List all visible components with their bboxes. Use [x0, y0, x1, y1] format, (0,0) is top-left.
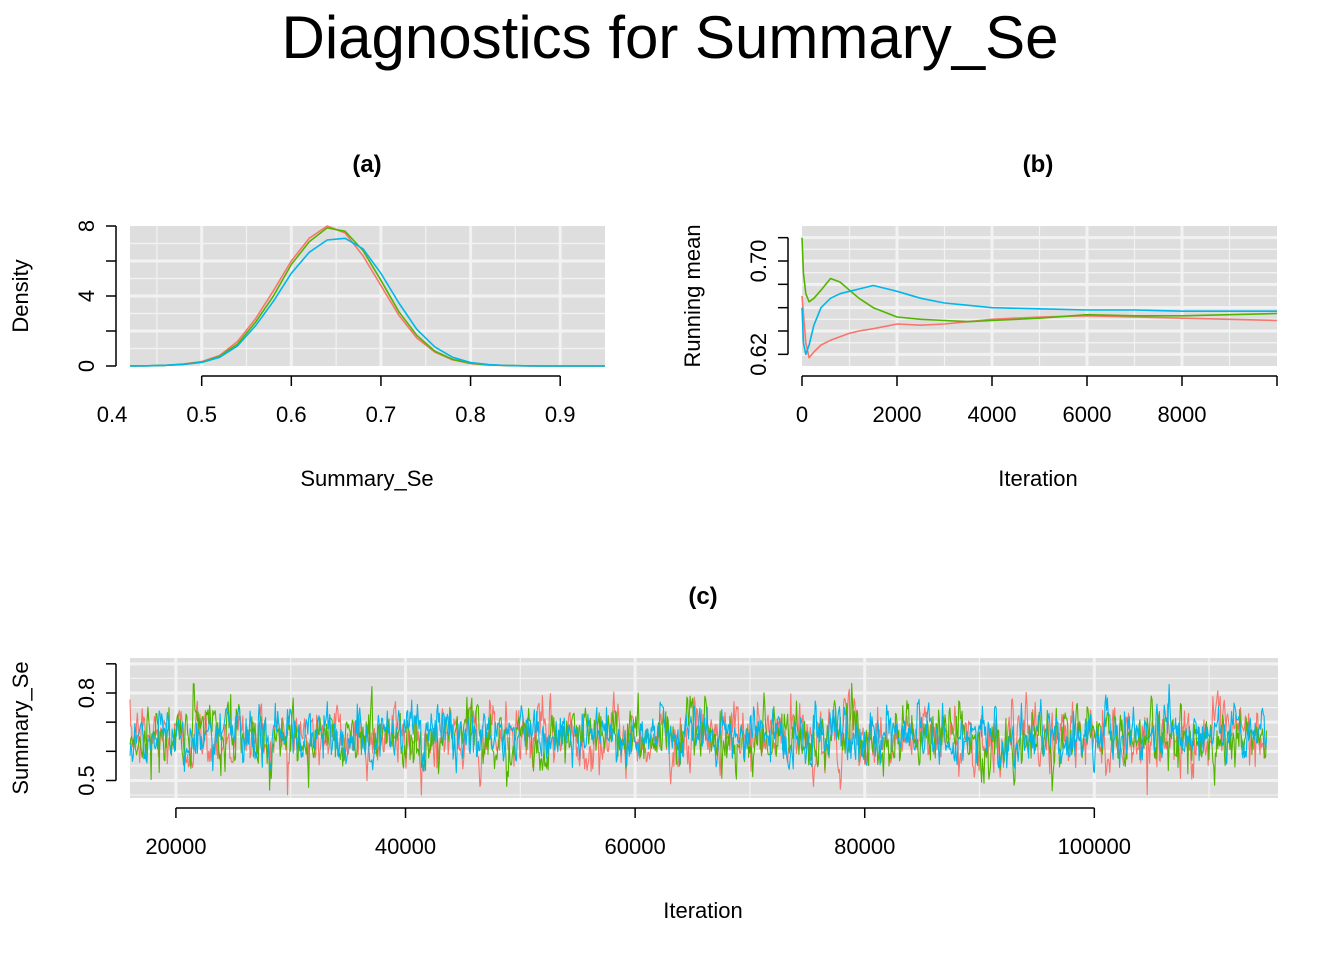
y-tick-label: 8: [74, 220, 99, 232]
x-tick-label: 0.4: [97, 402, 128, 427]
x-tick-label: 4000: [968, 402, 1017, 427]
panel-a-title: (a): [352, 151, 381, 178]
running-mean-line-chain-2: [801, 237, 1278, 323]
y-tick-label: 0: [74, 360, 99, 372]
panel-b-title: (b): [1023, 151, 1054, 178]
x-tick-label: 0.7: [366, 402, 397, 427]
panel-b-running-mean-lines: [801, 237, 1278, 359]
x-tick-label: 0.6: [276, 402, 307, 427]
panel-c: (c) 20000 40000 60000 80000 100000 0.5 0.8 Ite…: [8, 583, 1278, 923]
y-tick-label: 0.70: [746, 240, 771, 283]
x-tick-label: 40000: [375, 834, 436, 859]
y-tick-label: 0.8: [74, 678, 99, 709]
panel-b: (b) 0 2000 4000 6000 80000.620.70 Iteration …: [680, 151, 1278, 491]
x-tick-label: 100000: [1058, 834, 1131, 859]
panel-c-xlabel: Iteration: [663, 898, 743, 923]
panel-a-xlabel: Summary_Se: [300, 466, 433, 491]
density-line-chain-3: [129, 237, 605, 367]
x-tick-label: 60000: [605, 834, 666, 859]
panel-a: (a) 0.4 0.5 0.6 0.7 0.8 0.9 0 4 8 Summary_Se Den…: [8, 151, 605, 491]
y-tick-label: 0.62: [746, 333, 771, 376]
panel-a-ylabel: Density: [8, 259, 33, 332]
panel-c-title: (c): [688, 583, 717, 610]
panel-c-axes: 20000 40000 60000 80000 100000 0.5 0.8: [74, 663, 1131, 859]
panel-a-grid: [130, 226, 605, 366]
running-mean-line-chain-3: [801, 284, 1277, 356]
y-tick-label: 0.5: [74, 765, 99, 796]
panel-b-xlabel: Iteration: [998, 466, 1078, 491]
panel-a-axes: 0.4 0.5 0.6 0.7 0.8 0.9 0 4 8: [74, 220, 575, 427]
x-tick-label: 0.8: [455, 402, 486, 427]
y-tick-label: 4: [74, 290, 99, 302]
main-title: Diagnostics for Summary_Se: [282, 4, 1059, 71]
x-tick-label: 20000: [145, 834, 206, 859]
x-tick-label: 2000: [873, 402, 922, 427]
panel-c-trace-lines: [129, 682, 1268, 796]
x-tick-label: 80000: [834, 834, 895, 859]
x-tick-label: 0.9: [545, 402, 576, 427]
panel-a-density-lines: [129, 225, 605, 367]
x-tick-label: 8000: [1158, 402, 1207, 427]
panel-c-ylabel: Summary_Se: [8, 661, 33, 794]
running-mean-line-chain-1: [801, 295, 1278, 359]
panel-b-grid: [802, 226, 1277, 366]
x-tick-label: 0: [796, 402, 808, 427]
panel-b-ylabel: Running mean: [680, 224, 705, 367]
x-tick-label: 0.5: [186, 402, 217, 427]
trace-line-chain-3: [129, 683, 1268, 774]
panel-b-axes: 0 2000 4000 6000 8000 0.62 0.70: [746, 236, 1278, 427]
x-tick-label: 6000: [1063, 402, 1112, 427]
